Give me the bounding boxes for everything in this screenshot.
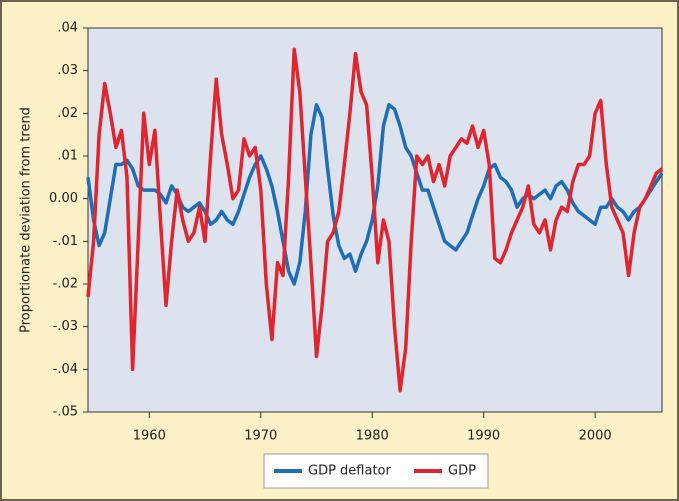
x-tick-label: 1990 — [467, 429, 500, 444]
y-tick-label: .04 — [57, 21, 78, 36]
y-tick-label: .02 — [57, 106, 78, 121]
x-tick-label: 2000 — [579, 429, 612, 444]
y-tick-label: 0.00 — [49, 191, 78, 206]
y-axis-label: Proportionate deviation from trend — [19, 107, 34, 333]
y-tick-label: -.05 — [53, 405, 78, 420]
y-tick-label: .03 — [57, 63, 78, 78]
y-tick-label: -.02 — [53, 277, 78, 292]
y-tick-label: -.03 — [53, 319, 78, 334]
series-line — [86, 47, 664, 393]
y-tick-label: -.04 — [53, 362, 78, 377]
x-tick-label: 1970 — [244, 429, 277, 444]
legend-label: GDP — [448, 464, 476, 479]
y-tick-label: -.01 — [53, 234, 78, 249]
legend-label: GDP deflator — [308, 464, 392, 479]
x-tick-label: 1960 — [133, 429, 166, 444]
y-tick-label: .01 — [57, 149, 78, 164]
x-tick-label: 1980 — [356, 429, 389, 444]
